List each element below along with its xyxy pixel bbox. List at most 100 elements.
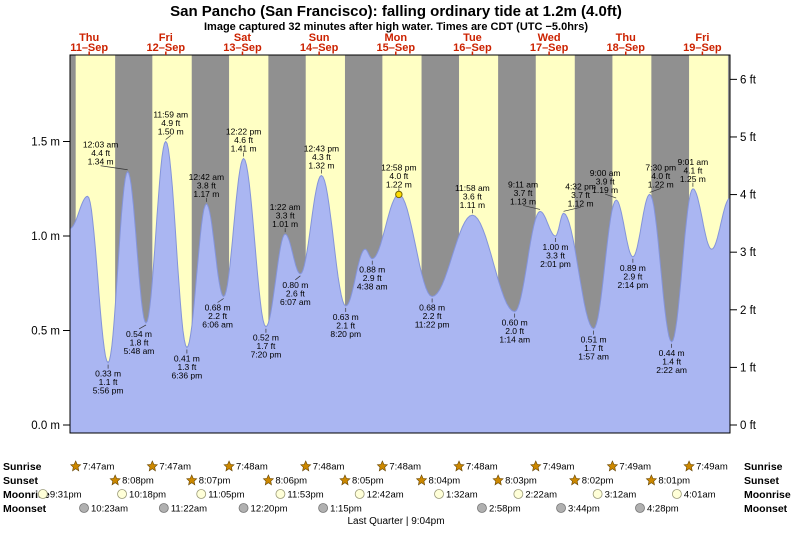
event-time: 11:22 pm: [415, 319, 450, 329]
sunrise-time: 7:49am: [696, 462, 728, 473]
moonrise-icon: [592, 489, 603, 499]
event-height-ft: 1.7 ft: [584, 343, 604, 353]
sunset-star-icon: [569, 474, 581, 486]
event-height-ft: 4.9 ft: [161, 118, 181, 128]
right-axis-label: 4 ft: [740, 190, 757, 202]
tide-event-high: 11:58 am3.6 ft1.11 m: [455, 183, 490, 214]
day-date-label: 18–Sep: [606, 42, 645, 54]
event-height-m: 1.17 m: [193, 189, 219, 199]
sunset-time: 8:01pm: [658, 476, 690, 487]
label-leader-line: [100, 165, 128, 171]
tide-event-high: 9:00 am3.9 ft1.19 m: [590, 168, 621, 199]
high-water-marker: [395, 190, 403, 199]
moonset-time: 4:28pm: [647, 504, 679, 515]
event-height-ft: 4.6 ft: [234, 135, 254, 145]
plot-frame: [69, 54, 731, 434]
event-time: 1:14 am: [499, 335, 530, 345]
event-height-m: 1.12 m: [568, 198, 594, 208]
label-leader-line: [605, 193, 617, 199]
moonset-icon: [158, 503, 169, 513]
chart-subtitle: Image captured 32 minutes after high wat…: [204, 21, 588, 33]
day-name-label: Fri: [695, 32, 709, 44]
sunset-star-icon: [339, 474, 351, 486]
event-height-m: 1.41 m: [231, 144, 257, 154]
tide-event-high: 12:42 am3.8 ft1.17 m: [189, 172, 224, 202]
event-height-ft: 2.0 ft: [505, 326, 525, 336]
day-date-label: 15–Sep: [377, 42, 416, 54]
event-time: 12:43 pm: [304, 144, 339, 154]
right-axis-label: 1 ft: [740, 362, 757, 374]
tide-event-high: 9:01 am4.1 ft1.25 m: [678, 157, 709, 187]
sunset-star-icon: [262, 474, 275, 486]
event-height-ft: 2.2 ft: [208, 311, 228, 321]
event-height-ft: 1.8 ft: [130, 337, 150, 347]
event-height-m: 0.51 m: [581, 335, 607, 345]
left-axis-label: 1.0 m: [31, 231, 60, 243]
moonset-icon: [556, 503, 566, 513]
event-time: 6:36 pm: [172, 371, 203, 381]
row-label-right-sunset: Sunset: [744, 475, 780, 487]
moonrise-time: 10:18pm: [129, 490, 166, 501]
sunrise-star-icon: [69, 460, 82, 472]
event-height-m: 1.25 m: [680, 174, 706, 184]
event-time: 1:57 am: [578, 352, 609, 362]
label-leader-line: [649, 188, 661, 193]
day-date-label: 11–Sep: [70, 42, 108, 54]
event-height-ft: 2.6 ft: [286, 288, 306, 298]
moon-phase-footer: Last Quarter | 9:04pm: [347, 516, 444, 527]
event-height-ft: 3.7 ft: [514, 188, 534, 198]
event-time: 1:22 am: [270, 202, 301, 212]
event-time: 9:01 am: [678, 157, 709, 167]
event-time: 2:22 am: [656, 365, 687, 375]
tide-event-low: 1.00 m3.3 ft2:01 pm: [540, 238, 571, 269]
event-time: 5:56 pm: [93, 386, 124, 396]
row-label-left-sunrise: Sunrise: [3, 461, 42, 473]
moonrise-time: 12:42am: [367, 490, 404, 501]
row-label-right-moonset: Moonset: [744, 503, 788, 515]
event-time: 9:00 am: [590, 168, 621, 178]
moonrise-icon: [275, 489, 286, 499]
tide-event-low: 0.88 m2.9 ft4:38 am: [357, 260, 388, 292]
moonrise-icon: [434, 489, 444, 499]
moonset-time: 12:20pm: [251, 504, 288, 515]
event-height-ft: 1.1 ft: [99, 377, 119, 387]
tide-event-low: 0.89 m2.9 ft2:14 pm: [618, 258, 648, 290]
event-height-m: 0.68 m: [205, 302, 231, 312]
event-time: 11:58 am: [455, 183, 490, 193]
event-height-ft: 3.3 ft: [546, 251, 566, 261]
event-height-ft: 3.3 ft: [276, 211, 296, 221]
event-height-m: 1.32 m: [308, 161, 334, 171]
event-height-ft: 1.7 ft: [256, 341, 276, 351]
sunset-star-icon: [186, 474, 198, 486]
event-height-m: 1.50 m: [158, 127, 184, 137]
moonset-time: 10:23am: [91, 504, 128, 515]
event-height-ft: 2.9 ft: [623, 271, 643, 281]
label-leader-line: [138, 324, 147, 330]
event-time: 6:07 am: [280, 297, 311, 307]
day-date-label: 12–Sep: [147, 42, 186, 54]
event-height-m: 1.34 m: [88, 157, 114, 167]
right-axis-label: 5 ft: [740, 132, 757, 144]
moonrise-icon: [513, 489, 524, 499]
tide-event-low: 0.52 m1.7 ft7:20 pm: [251, 328, 281, 360]
sunset-star-icon: [109, 474, 121, 486]
sunrise-star-icon: [530, 460, 542, 472]
day-date-label: 17–Sep: [530, 42, 569, 54]
sunrise-star-icon: [300, 460, 312, 472]
moonset-icon: [79, 503, 89, 513]
sunset-time: 8:02pm: [582, 476, 614, 487]
row-label-left-moonset: Moonset: [3, 503, 47, 515]
event-height-m: 0.60 m: [502, 318, 528, 328]
sunrise-star-icon: [453, 460, 465, 472]
event-time: 2:01 pm: [540, 259, 571, 269]
tide-event-low: 0.51 m1.7 ft1:57 am: [578, 330, 609, 362]
event-time: 12:58 pm: [381, 162, 416, 172]
sunrise-star-icon: [606, 460, 619, 472]
event-time: 8:20 pm: [330, 329, 361, 339]
day-date-label: 16–Sep: [453, 42, 492, 54]
event-time: 7:30 pm: [645, 162, 676, 172]
tide-event-low: 0.54 m1.8 ft5:48 am: [124, 324, 154, 356]
event-time: 12:03 am: [83, 140, 118, 150]
